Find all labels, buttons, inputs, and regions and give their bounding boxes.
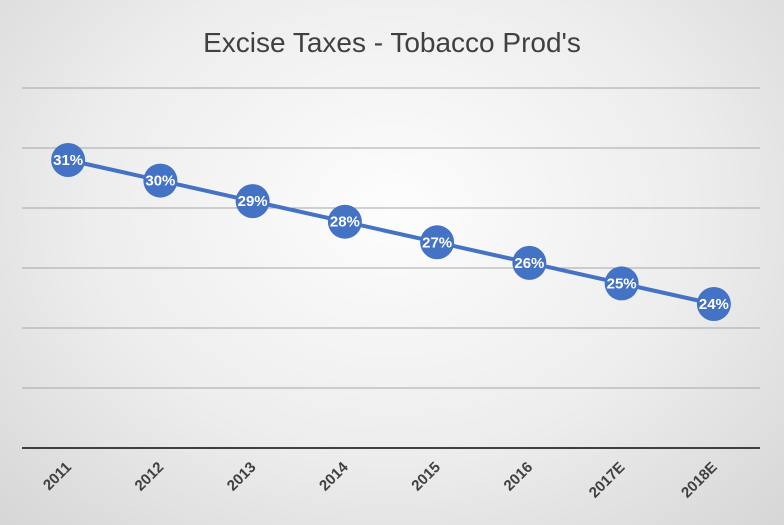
data-label: 28% bbox=[330, 214, 360, 231]
data-point bbox=[420, 225, 455, 260]
data-label: 29% bbox=[238, 193, 268, 210]
x-tick-label: 2015 bbox=[408, 459, 444, 495]
data-point bbox=[604, 266, 639, 301]
x-tick-labels: 2011 2012 2013 2014 2015 2016 2017E 2018E bbox=[40, 458, 721, 501]
x-tick-label: 2014 bbox=[316, 458, 352, 494]
chart-title: Excise Taxes - Tobacco Prod's bbox=[203, 27, 581, 58]
data-label: 31% bbox=[53, 152, 83, 169]
data-label: 27% bbox=[422, 234, 452, 251]
x-tick-label: 2016 bbox=[501, 459, 537, 495]
data-label: 25% bbox=[607, 275, 637, 292]
data-label: 30% bbox=[145, 173, 175, 190]
data-label: 24% bbox=[699, 296, 729, 313]
data-point bbox=[51, 143, 86, 177]
data-point bbox=[512, 245, 547, 280]
data-point bbox=[143, 163, 178, 198]
data-point bbox=[696, 287, 731, 321]
x-tick-label: 2018E bbox=[678, 459, 721, 502]
data-point bbox=[235, 184, 270, 219]
x-tick-label: 2012 bbox=[132, 459, 168, 495]
data-labels: 31% 30% 29% 28% 27% 26% 25% 24% bbox=[53, 152, 729, 313]
x-tick-label: 2011 bbox=[40, 459, 75, 494]
gridlines bbox=[22, 87, 760, 389]
data-label: 26% bbox=[514, 255, 544, 272]
data-point bbox=[327, 204, 362, 239]
x-tick-label: 2013 bbox=[224, 459, 260, 495]
x-tick-label: 2017E bbox=[586, 459, 629, 502]
data-markers bbox=[51, 143, 731, 321]
